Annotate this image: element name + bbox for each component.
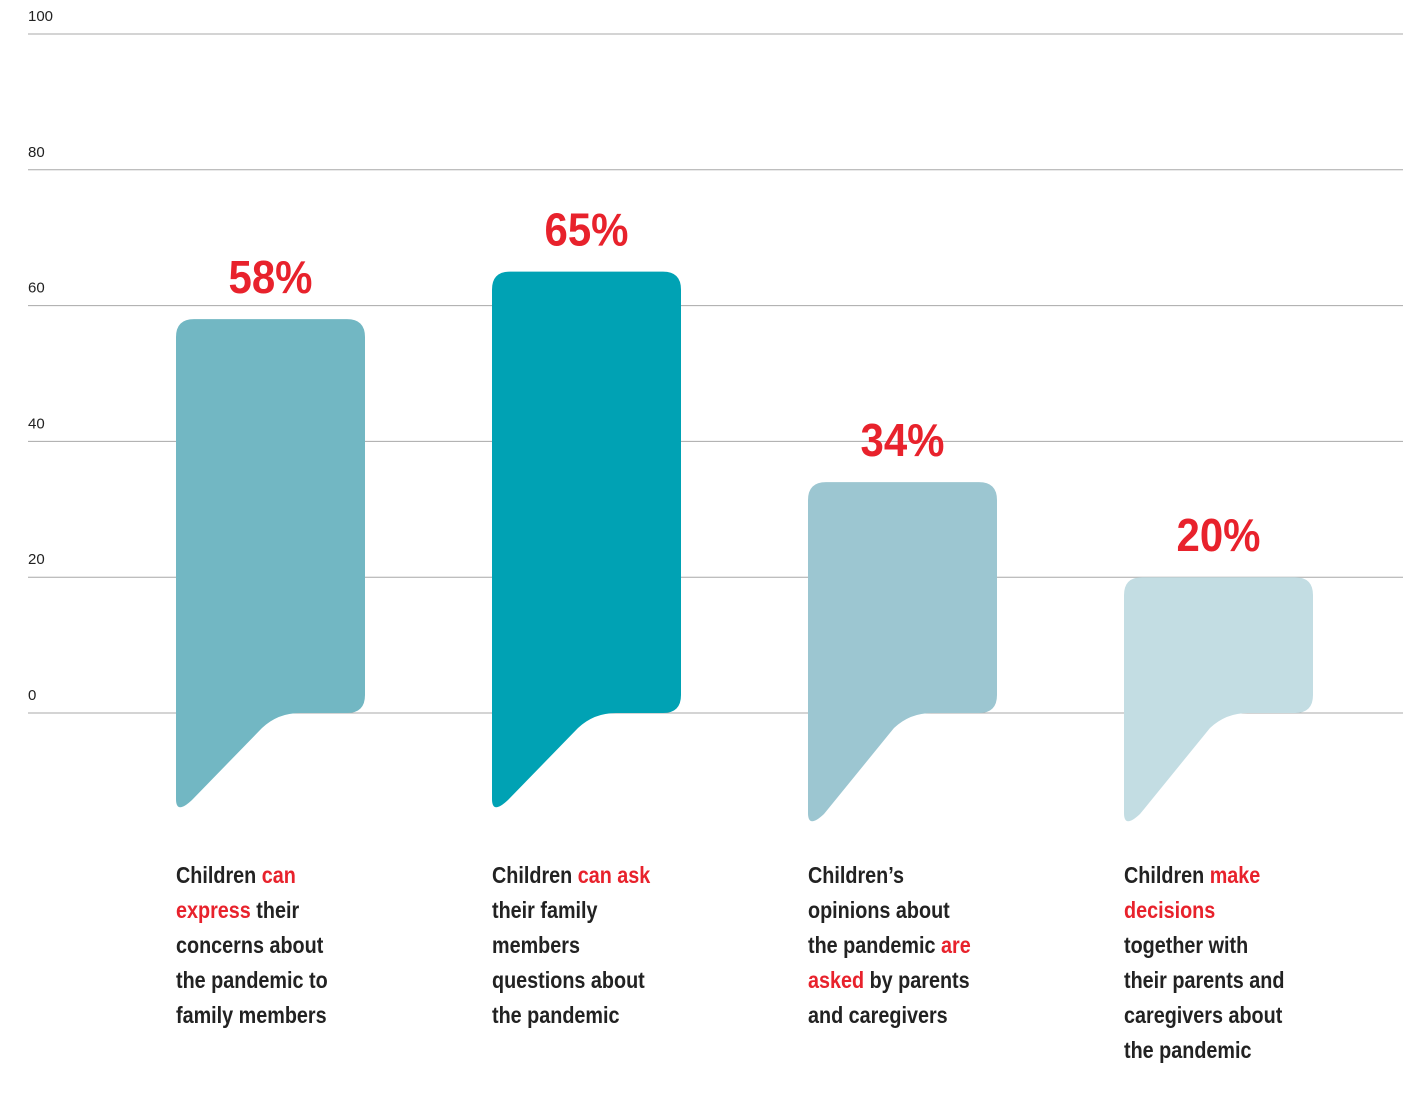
bars bbox=[176, 271, 1313, 822]
y-tick-label: 0 bbox=[28, 687, 36, 704]
y-tick-label: 20 bbox=[28, 551, 45, 568]
bar-1 bbox=[176, 319, 365, 808]
category-text: Children bbox=[176, 862, 262, 888]
value-label-2: 65% bbox=[545, 204, 629, 256]
category-highlight-text: can express bbox=[176, 862, 296, 923]
category-text: by parents and caregivers bbox=[808, 967, 970, 1028]
category-label-1: Children can express their concerns abou… bbox=[176, 858, 348, 1033]
category-highlight-text: make decisions bbox=[1124, 862, 1261, 923]
category-text: Children bbox=[1124, 862, 1210, 888]
y-tick-label: 40 bbox=[28, 415, 45, 432]
category-text: their concerns about the pandemic to fam… bbox=[176, 897, 328, 1028]
category-text: their family members questions about the… bbox=[492, 897, 645, 1028]
value-label-1: 58% bbox=[229, 251, 313, 303]
bar-3 bbox=[808, 482, 997, 822]
category-label-4: Children make decisions together with th… bbox=[1124, 858, 1296, 1068]
category-label-2: Children can ask their family members qu… bbox=[492, 858, 664, 1033]
y-tick-label: 100 bbox=[28, 8, 53, 25]
category-highlight-text: can ask bbox=[577, 862, 651, 888]
y-axis-tick-labels: 0 20 40 60 80 100 bbox=[28, 8, 53, 704]
value-label-4: 20% bbox=[1177, 509, 1261, 561]
bar-2 bbox=[492, 271, 681, 808]
value-label-3: 34% bbox=[861, 414, 945, 466]
category-text: together with their parents and caregive… bbox=[1124, 932, 1285, 1063]
category-text: Children’s opinions about the pandemic bbox=[808, 862, 950, 958]
category-text: Children bbox=[492, 862, 578, 888]
y-tick-label: 80 bbox=[28, 144, 45, 161]
category-label-3: Children’s opinions about the pandemic a… bbox=[808, 858, 980, 1033]
bar-4 bbox=[1124, 577, 1313, 822]
category-highlight-text: are asked bbox=[808, 932, 971, 993]
value-labels: 58% 65% 34% 20% bbox=[229, 204, 1261, 562]
y-tick-label: 60 bbox=[28, 280, 45, 297]
